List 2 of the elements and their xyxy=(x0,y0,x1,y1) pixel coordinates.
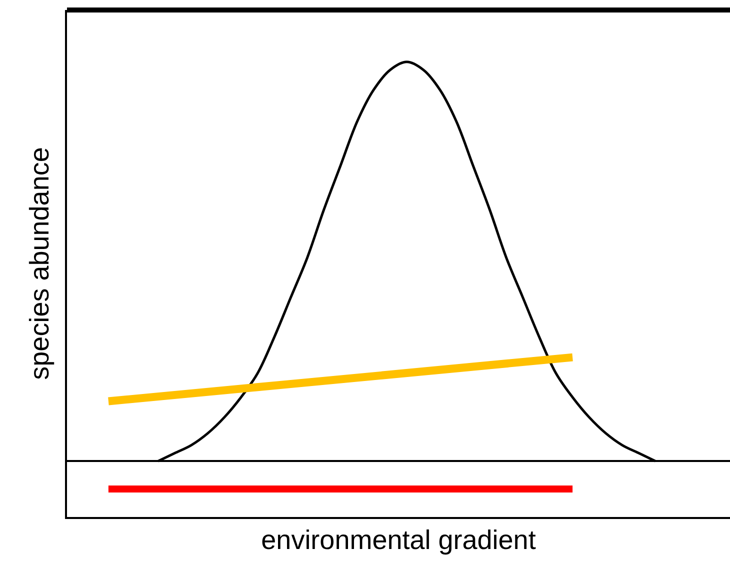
x-axis-title: environmental gradient xyxy=(261,524,536,555)
y-axis-title: species abundance xyxy=(24,147,55,380)
